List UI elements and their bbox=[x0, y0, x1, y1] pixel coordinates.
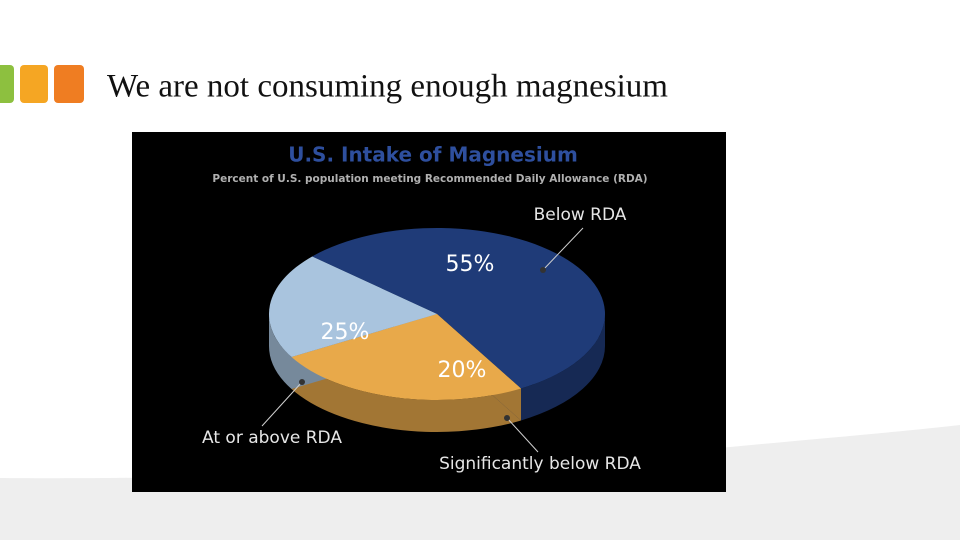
category-label: Significantly below RDA bbox=[439, 454, 641, 474]
value-label: 55% bbox=[446, 252, 495, 277]
logo-block bbox=[0, 65, 14, 103]
logo-block bbox=[54, 65, 84, 103]
slide-title: We are not consuming enough magnesium bbox=[107, 69, 668, 105]
leader-line bbox=[542, 227, 584, 271]
leader-dot bbox=[540, 267, 546, 273]
category-label: Below RDA bbox=[534, 205, 627, 225]
category-label: At or above RDA bbox=[202, 428, 342, 448]
slice bbox=[291, 314, 521, 400]
logo-block bbox=[20, 65, 48, 103]
leader-dot bbox=[299, 379, 305, 385]
value-label: 20% bbox=[438, 358, 487, 383]
slice-side bbox=[269, 314, 292, 389]
slice-side bbox=[291, 357, 521, 432]
leader-line bbox=[506, 417, 539, 453]
chart-title: U.S. Intake of Magnesium bbox=[288, 143, 578, 167]
leader-line bbox=[261, 381, 303, 427]
value-label: 25% bbox=[321, 320, 370, 345]
slice-side bbox=[521, 314, 605, 421]
slice bbox=[312, 227, 606, 389]
slice bbox=[269, 256, 437, 357]
chart-subtitle: Percent of U.S. population meeting Recom… bbox=[212, 173, 647, 185]
leader-dot bbox=[504, 415, 510, 421]
